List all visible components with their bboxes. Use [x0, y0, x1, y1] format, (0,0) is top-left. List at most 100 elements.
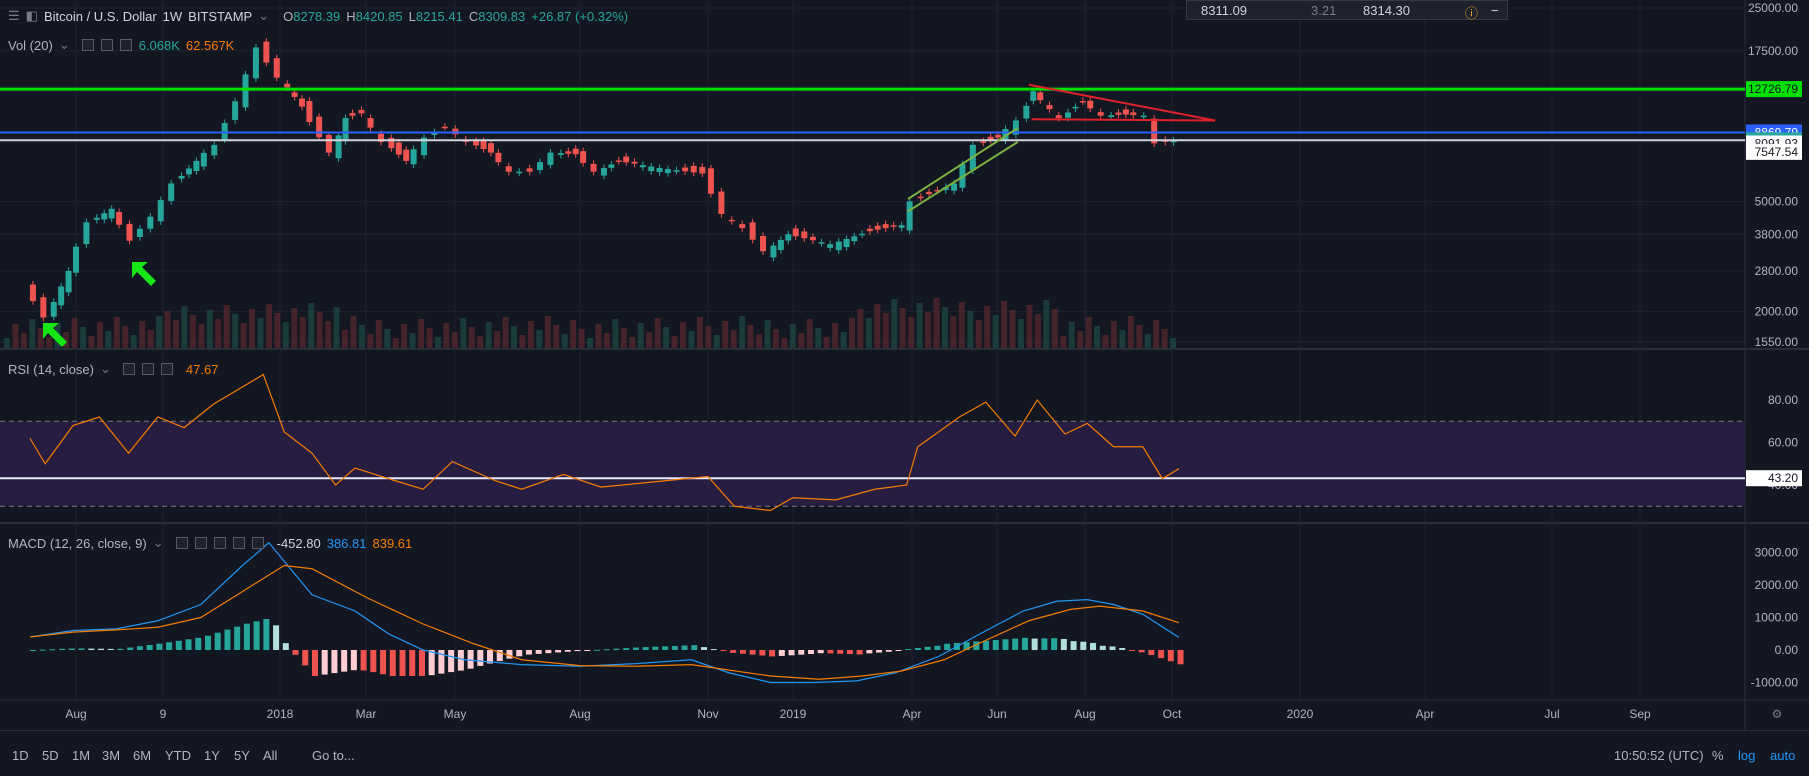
range-ytd[interactable]: YTD	[165, 748, 191, 763]
volume-bar	[198, 324, 205, 348]
candle	[898, 225, 905, 228]
symbol-name[interactable]: Bitcoin / U.S. Dollar	[43, 8, 157, 24]
macd-name[interactable]: MACD (12, 26, close, 9)	[8, 535, 147, 551]
volume-bar	[392, 338, 399, 348]
volume-bar	[908, 317, 915, 348]
rsi-name[interactable]: RSI (14, close)	[8, 361, 94, 377]
candle	[926, 191, 933, 195]
volume-value-2: 62.567K	[185, 37, 235, 53]
candle	[608, 164, 615, 168]
auto-toggle[interactable]: auto	[1770, 748, 1796, 763]
macd-histogram-bar	[273, 625, 280, 650]
chevron-down-icon[interactable]: ⌄	[58, 37, 70, 52]
chevron-down-icon[interactable]: ⌄	[258, 8, 270, 23]
order-panel[interactable]: 8311.09 3.21 8314.30 ⓘ −	[1186, 0, 1508, 21]
volume-bar	[434, 337, 441, 348]
macd-histogram-bar	[1060, 638, 1067, 650]
eye-icon[interactable]	[175, 537, 188, 549]
range-all[interactable]: All	[263, 748, 278, 763]
chart-canvas[interactable]: Aug 9 2018 Mar May Aug Nov 2019 Apr Jun Aug Oct 2020…	[0, 0, 1809, 730]
info-icon[interactable]: ⓘ	[1465, 6, 1479, 21]
candle	[809, 236, 816, 241]
eye-icon[interactable]	[81, 39, 94, 51]
ohlc-change: +26.87 (+0.32%)	[531, 8, 629, 24]
volume-bar	[240, 323, 247, 348]
log-toggle[interactable]: log	[1738, 748, 1756, 763]
settings-icon: ⚙	[1772, 707, 1783, 721]
chevron-down-icon[interactable]: ⌄	[152, 535, 164, 550]
buy-price[interactable]: 8314.30	[1363, 3, 1410, 18]
exchange[interactable]: BITSTAMP	[188, 8, 253, 24]
candle	[388, 137, 395, 149]
clock[interactable]: 10:50:52 (UTC)	[1614, 748, 1704, 763]
x-tick-label: 2019	[780, 707, 807, 721]
candle	[50, 302, 57, 317]
macd-histogram-bar	[243, 623, 250, 650]
eye-icon[interactable]	[122, 363, 135, 375]
volume-bar	[130, 335, 137, 348]
close-icon[interactable]	[119, 39, 132, 51]
volume-name[interactable]: Vol (20)	[8, 37, 53, 53]
candle	[906, 201, 913, 231]
candle	[211, 144, 218, 156]
macd-histogram-bar	[701, 647, 707, 650]
candle	[65, 270, 72, 293]
volume-bar	[46, 337, 53, 348]
rsi-band	[0, 421, 1745, 507]
settings-icon[interactable]	[141, 363, 154, 375]
settings-icon[interactable]	[194, 537, 207, 549]
channel-line	[907, 141, 1019, 213]
macd-histogram-bar	[1051, 638, 1058, 650]
macd-histogram-bar	[983, 640, 990, 650]
macd-hist-value: -452.80	[276, 535, 321, 551]
macd-histogram-bar	[156, 643, 163, 650]
range-1d[interactable]: 1D	[12, 748, 29, 763]
minimize-icon[interactable]: −	[1491, 3, 1499, 18]
price-level-tag	[1746, 143, 1802, 160]
range-3m[interactable]: 3M	[102, 748, 121, 763]
chevron-down-icon[interactable]: ⌄	[99, 361, 111, 376]
macd-histogram-bar	[88, 648, 95, 650]
volume-bar	[460, 318, 467, 348]
lock-icon[interactable]	[213, 537, 226, 549]
x-tick-label: 2020	[1287, 707, 1314, 721]
settings-icon[interactable]	[100, 39, 113, 51]
volume-bar	[409, 333, 416, 348]
candle	[565, 151, 572, 154]
volume-bar	[1136, 325, 1143, 348]
x-tick-label: Aug	[569, 707, 590, 721]
range-1m[interactable]: 1M	[72, 748, 91, 763]
volume-bar	[874, 304, 881, 348]
macd-histogram-bar	[98, 648, 105, 650]
range-1y[interactable]: 1Y	[204, 748, 220, 763]
candle	[526, 168, 533, 172]
volume-bar	[4, 338, 10, 348]
candle	[495, 152, 502, 163]
volume-bar	[561, 334, 568, 348]
volume-bar	[299, 317, 306, 348]
sell-price[interactable]: 8311.09	[1201, 3, 1248, 18]
percent-toggle[interactable]: %	[1712, 748, 1724, 763]
volume-bar	[882, 313, 889, 348]
pin-icon[interactable]	[232, 537, 245, 549]
volume-bar	[1119, 330, 1126, 348]
volume-bar	[1051, 309, 1058, 348]
range-6m[interactable]: 6M	[133, 748, 152, 763]
candle	[1170, 140, 1177, 143]
close-icon[interactable]	[251, 537, 264, 549]
rsi-legend: RSI (14, close) ⌄ 47.67	[0, 361, 218, 377]
goto-button[interactable]: Go to...	[312, 748, 355, 763]
range-5y[interactable]: 5Y	[234, 748, 250, 763]
candle	[718, 191, 725, 214]
volume-bar	[189, 315, 196, 348]
macd-histogram-bar	[1080, 641, 1087, 650]
collapse-icon[interactable]: ☰	[8, 8, 20, 23]
flag-icon[interactable]: ◧	[25, 8, 38, 23]
close-icon[interactable]	[160, 363, 173, 375]
candle	[1046, 105, 1053, 110]
volume-bar	[164, 311, 171, 348]
volume-bar	[282, 322, 289, 348]
macd-histogram-bar	[1138, 650, 1145, 653]
interval[interactable]: 1W	[162, 8, 183, 24]
range-5d[interactable]: 5D	[42, 748, 59, 763]
